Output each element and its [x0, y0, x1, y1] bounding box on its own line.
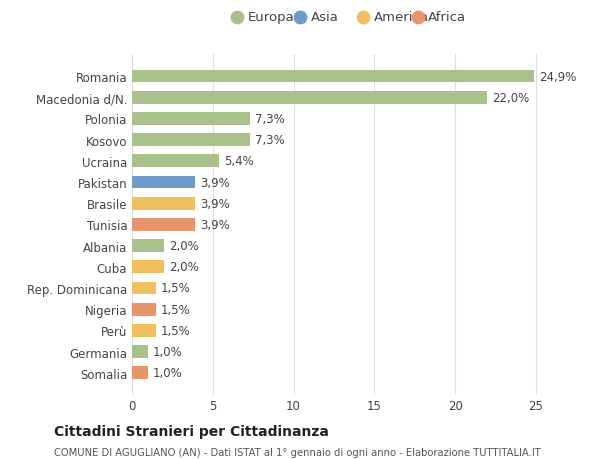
Text: Asia: Asia [311, 11, 338, 24]
Text: 1,5%: 1,5% [161, 282, 191, 295]
Text: 1,0%: 1,0% [153, 366, 183, 380]
Text: Europa: Europa [248, 11, 294, 24]
Bar [132, 346, 148, 358]
Text: Cittadini Stranieri per Cittadinanza: Cittadini Stranieri per Cittadinanza [54, 425, 329, 438]
Bar [132, 197, 195, 210]
Text: 1,0%: 1,0% [153, 345, 183, 358]
Text: 3,9%: 3,9% [200, 176, 230, 189]
Text: 24,9%: 24,9% [539, 70, 577, 84]
Text: 2,0%: 2,0% [169, 261, 199, 274]
Text: 7,3%: 7,3% [255, 112, 284, 126]
Bar [132, 325, 156, 337]
Text: 7,3%: 7,3% [255, 134, 284, 147]
Text: Africa: Africa [428, 11, 466, 24]
Bar [132, 71, 534, 83]
Text: 1,5%: 1,5% [161, 324, 191, 337]
Text: 5,4%: 5,4% [224, 155, 254, 168]
Text: 1,5%: 1,5% [161, 303, 191, 316]
Text: 3,9%: 3,9% [200, 197, 230, 210]
Text: 22,0%: 22,0% [492, 91, 529, 105]
Text: 2,0%: 2,0% [169, 240, 199, 252]
Text: 3,9%: 3,9% [200, 218, 230, 231]
Bar [132, 303, 156, 316]
Bar [132, 261, 164, 274]
Bar [132, 113, 250, 125]
Bar [132, 240, 164, 252]
Bar [132, 176, 195, 189]
Text: America: America [373, 11, 428, 24]
Bar [132, 218, 195, 231]
Bar [132, 367, 148, 379]
Bar [132, 282, 156, 295]
Bar [132, 155, 219, 168]
Text: COMUNE DI AGUGLIANO (AN) - Dati ISTAT al 1° gennaio di ogni anno - Elaborazione : COMUNE DI AGUGLIANO (AN) - Dati ISTAT al… [54, 447, 541, 457]
Bar [132, 92, 487, 104]
Bar [132, 134, 250, 147]
